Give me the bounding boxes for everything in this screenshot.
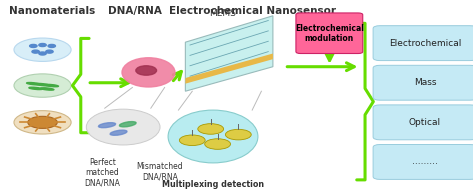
Circle shape [28,116,57,128]
Ellipse shape [29,87,42,89]
Text: Electrochemical Nanosensor: Electrochemical Nanosensor [169,6,336,16]
Text: Perfect
matched
DNA/RNA: Perfect matched DNA/RNA [84,158,120,187]
Ellipse shape [45,84,58,87]
Circle shape [46,50,53,53]
Circle shape [198,124,224,134]
Ellipse shape [36,83,49,86]
Ellipse shape [119,122,136,127]
Ellipse shape [110,130,127,135]
Circle shape [30,44,37,48]
FancyBboxPatch shape [373,105,474,140]
FancyBboxPatch shape [373,145,474,179]
Text: Nanomaterials: Nanomaterials [9,6,95,16]
Circle shape [179,135,205,146]
Circle shape [14,74,71,97]
Circle shape [14,111,71,134]
Text: Mismatched
DNA/RNA: Mismatched DNA/RNA [137,162,183,182]
Circle shape [226,129,251,140]
Circle shape [39,52,46,55]
FancyBboxPatch shape [373,26,474,61]
Circle shape [14,38,71,61]
Text: DNA/RNA: DNA/RNA [108,6,162,16]
Text: Electrochemical: Electrochemical [389,39,461,48]
Polygon shape [185,54,273,84]
Ellipse shape [99,123,116,128]
Text: Multiplexing detection: Multiplexing detection [162,180,264,189]
Ellipse shape [86,109,160,145]
Circle shape [39,44,46,47]
Ellipse shape [136,66,156,75]
Polygon shape [185,16,273,91]
Text: .........: ......... [412,158,438,166]
Text: Electrochemical
modulation: Electrochemical modulation [295,24,364,43]
Ellipse shape [168,110,258,163]
Ellipse shape [27,82,40,85]
Circle shape [48,44,55,48]
Ellipse shape [122,58,175,87]
Text: Mass: Mass [414,78,436,87]
Text: MEMS: MEMS [209,9,236,18]
Circle shape [205,139,230,149]
FancyBboxPatch shape [296,13,363,54]
Text: Optical: Optical [409,118,441,127]
Ellipse shape [40,88,54,90]
Circle shape [32,50,39,53]
FancyBboxPatch shape [373,65,474,100]
